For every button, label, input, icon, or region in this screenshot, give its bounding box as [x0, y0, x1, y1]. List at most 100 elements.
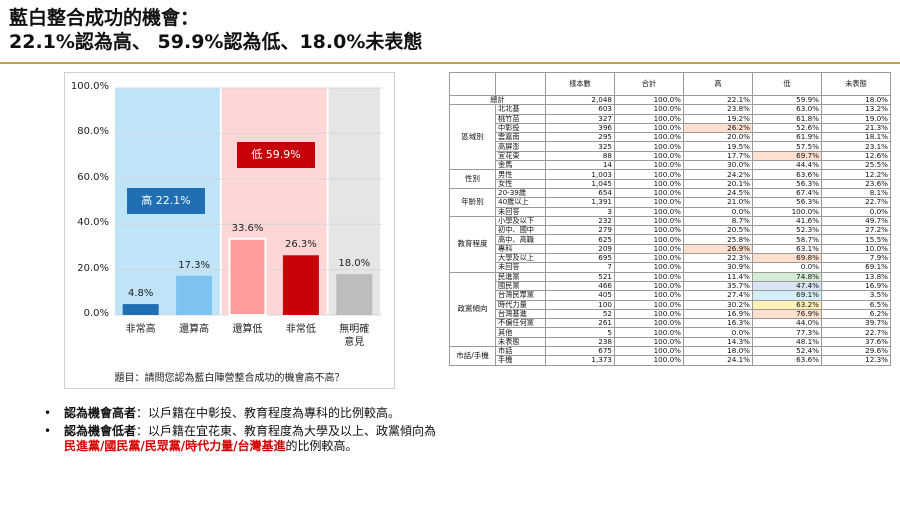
table-cell: 41.6% — [752, 215, 822, 227]
table-cell: 466 — [545, 280, 615, 292]
table-cell: 52.6% — [752, 122, 822, 134]
table-cell: 695 — [545, 253, 615, 264]
table-cell: 25.8% — [683, 234, 753, 245]
table-cell: 23.1% — [821, 141, 891, 152]
table-cell: 22.7% — [821, 327, 891, 338]
table-header-row: 樣本數 合計 高 低 未表態 — [449, 72, 891, 96]
group-label: 市話/手機 — [449, 346, 496, 366]
table-cell: 100.0% — [614, 280, 684, 292]
table-cell: 77.3% — [752, 327, 822, 338]
title-line-2: 22.1%認為高、 59.9%認為低、18.0%未表態 — [9, 31, 423, 53]
row-label: 民進黨 — [495, 271, 546, 282]
table-cell: 100.0% — [614, 345, 684, 357]
row-label: 未表態 — [495, 336, 546, 348]
finding-low-parties: 民進黨/國民黨/民眾黨/時代力量/台灣基進 — [64, 439, 286, 453]
table-cell: 12.2% — [821, 169, 891, 180]
table-cell: 100.0% — [614, 132, 684, 143]
table-cell: 209 — [545, 243, 615, 255]
table-cell: 30.9% — [683, 262, 753, 273]
table-cell: 27.2% — [821, 225, 891, 236]
table-cell: 59.9% — [752, 94, 822, 106]
table-cell: 16.9% — [821, 280, 891, 292]
table-cell: 11.4% — [683, 271, 753, 282]
table-cell: 63.1% — [752, 243, 822, 255]
table-cell: 57.5% — [752, 141, 822, 152]
table-cell: 8.1% — [821, 187, 891, 199]
header-cell: 樣本數 — [545, 72, 615, 96]
x-tick-label: 意見 — [344, 337, 365, 348]
table-cell: 13.8% — [821, 271, 891, 282]
header-cell: 合計 — [614, 72, 684, 96]
bar-value-label: 18.0% — [338, 258, 371, 270]
table-cell: 20.5% — [683, 225, 753, 236]
table-cell: 405 — [545, 290, 615, 301]
table-cell: 100.0% — [614, 290, 684, 301]
bar-value-label: 4.8% — [127, 288, 154, 300]
table-cell: 21.0% — [683, 197, 753, 208]
table-cell: 27.4% — [683, 290, 753, 301]
row-label: 中彰投 — [495, 122, 546, 134]
table-row-total: 總計 2,048 100.0% 22.1% 59.9% 18.0% — [449, 94, 891, 106]
finding-high: • 認為機會高者：以戶籍在中彰投、教育程度為專科的比例較高。 — [42, 406, 442, 421]
crosstab-table: 樣本數 合計 高 低 未表態 總計 2,048 100.0% 22.1% 59.9% 18… — [449, 72, 891, 366]
table-cell: 74.8% — [752, 271, 822, 282]
row-label: 桃竹苗 — [495, 113, 546, 124]
table-cell: 100.0% — [614, 169, 684, 180]
table-cell: 61.8% — [752, 113, 822, 124]
table-cell: 22.7% — [821, 197, 891, 208]
table-row: 未回答 7 100.0% 30.9% 0.0% 69.1% — [450, 262, 891, 273]
table-cell: 13.2% — [821, 104, 891, 115]
row-label: 大學及以上 — [495, 253, 546, 264]
row-label: 市話 — [495, 345, 546, 357]
table-cell: 625 — [545, 234, 615, 245]
table-cell: 1,373 — [545, 355, 615, 366]
table-row: 時代力量 100 100.0% 30.2% 63.2% 6.5% — [450, 299, 891, 310]
table-cell: 56.3% — [752, 178, 822, 189]
table-cell: 100.0% — [614, 178, 684, 189]
table-cell: 1,391 — [545, 197, 615, 208]
table-cell: 22.1% — [683, 94, 753, 106]
table-cell: 396 — [545, 122, 615, 134]
table-row: 高中、高職 625 100.0% 25.8% 58.7% 15.5% — [450, 234, 891, 245]
findings-list: • 認為機會高者：以戶籍在中彰投、教育程度為專科的比例較高。 • 認為機會低者：… — [42, 406, 442, 457]
table-cell: 603 — [545, 104, 615, 115]
group-label: 區域別 — [449, 104, 496, 171]
finding-high-head: 認為機會高者 — [64, 406, 137, 420]
y-tick-label: 60.0% — [77, 171, 109, 183]
table-cell: 100.0% — [614, 113, 684, 124]
x-tick-label: 非常高 — [125, 324, 156, 335]
table-cell: 100.0% — [614, 336, 684, 348]
row-label: 20-39歲 — [495, 187, 546, 199]
table-cell: 76.9% — [752, 308, 822, 320]
table-cell: 21.3% — [821, 122, 891, 134]
table-cell: 0.0% — [821, 206, 891, 217]
table-cell: 24.5% — [683, 187, 753, 199]
table-cell: 279 — [545, 225, 615, 236]
table-cell: 3 — [545, 206, 615, 217]
finding-low: • 認為機會低者：以戶籍在宜花東、教育程度為大學及以上、政黨傾向為民進黨/國民黨… — [42, 424, 442, 454]
table-cell: 100.0% — [614, 271, 684, 282]
table-cell: 19.2% — [683, 113, 753, 124]
table-row: 女性 1,045 100.0% 20.1% 56.3% 23.6% — [450, 178, 891, 189]
table-row: 大學及以上 695 100.0% 22.3% 69.8% 7.9% — [450, 253, 891, 264]
table-cell: 100.0% — [614, 253, 684, 264]
row-label: 男性 — [495, 169, 546, 180]
table-cell: 22.3% — [683, 253, 753, 264]
x-tick-label: 非常低 — [285, 324, 316, 335]
table-cell: 39.7% — [821, 318, 891, 329]
table-cell: 14.3% — [683, 336, 753, 348]
table-cell: 100 — [545, 299, 615, 310]
x-tick-label: 還算高 — [179, 324, 210, 335]
header-cell: 高 — [683, 72, 753, 96]
table-cell: 49.7% — [821, 215, 891, 227]
table-row: 台灣民眾黨 405 100.0% 27.4% 69.1% 3.5% — [450, 290, 891, 301]
table-cell: 1,003 — [545, 169, 615, 180]
table-cell: 7 — [545, 262, 615, 273]
y-tick-label: 100.0% — [70, 81, 109, 92]
group-label: 教育程度 — [449, 215, 496, 273]
row-label: 時代力量 — [495, 299, 546, 310]
bar-value-label: 33.6% — [231, 222, 264, 234]
table-cell: 44.0% — [752, 318, 822, 329]
table-cell: 19.5% — [683, 141, 753, 152]
table-row: 政黨傾向 民進黨 521 100.0% 11.4% 74.8% 13.8% — [449, 271, 891, 348]
